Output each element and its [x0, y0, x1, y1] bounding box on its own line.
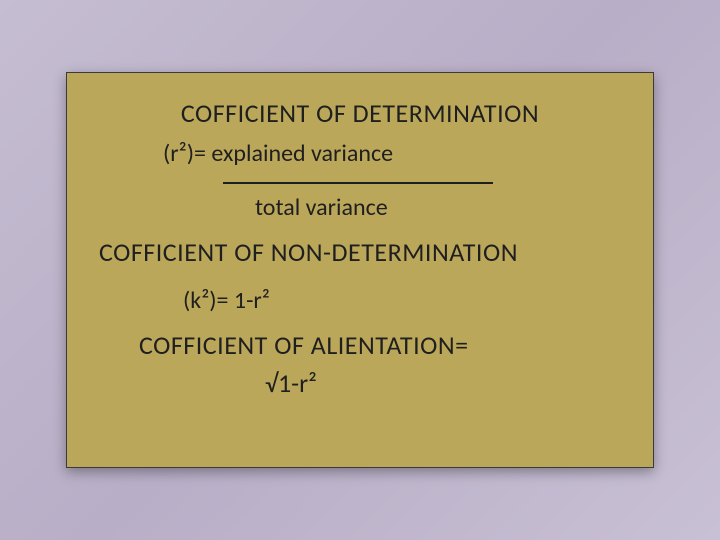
fraction-bar	[223, 182, 493, 184]
heading-determination: COFFICIENT OF DETERMINATION	[125, 97, 595, 129]
heading-alienation: COFFICIENT OF ALIENTATION=	[139, 329, 625, 361]
content-card: COFFICIENT OF DETERMINATION (r²)= explai…	[66, 72, 654, 468]
heading-non-determination: COFFICIENT OF NON-DETERMINATION	[99, 236, 625, 268]
formula-r2-numerator: (r²)= explained variance	[163, 139, 625, 168]
formula-r2-denominator: total variance	[255, 193, 625, 222]
formula-k2: (k²)= 1-r²	[183, 286, 625, 315]
formula-alienation: √1-r²	[265, 367, 625, 399]
fraction-bar-wrap	[223, 170, 625, 189]
